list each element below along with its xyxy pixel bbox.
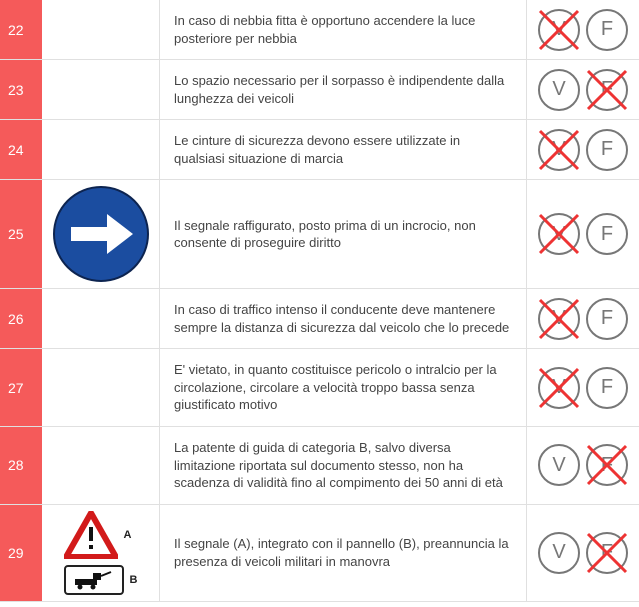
quiz-row: 26 In caso di traffico intenso il conduce… (0, 289, 639, 349)
answers-cell: VF (527, 180, 639, 288)
question-number: 24 (0, 120, 42, 179)
question-text: La patente di guida di categoria B, salv… (160, 427, 527, 504)
answer-f[interactable]: F (586, 9, 628, 51)
sign-danger-triangle-icon (64, 511, 118, 559)
quiz-row: 24 Le cinture di sicurezza devono essere … (0, 120, 639, 180)
sign-cell (42, 427, 160, 504)
answer-circle: F (586, 298, 628, 340)
quiz-row: 29ABIl segnale (A), integrato con il pan… (0, 505, 639, 602)
answers-cell: VF (527, 0, 639, 59)
question-number: 29 (0, 505, 42, 601)
answer-v[interactable]: V (538, 129, 580, 171)
answers-cell: VF (527, 289, 639, 348)
sign-panel-icon (64, 565, 124, 595)
answer-circle: V (538, 532, 580, 574)
question-number: 23 (0, 60, 42, 119)
sign-mandatory-right-icon (53, 186, 149, 282)
sign-cell (42, 0, 160, 59)
answer-circle: F (586, 213, 628, 255)
answer-circle: F (586, 532, 628, 574)
quiz-row: 27 E' vietato, in quanto costituisce peri… (0, 349, 639, 427)
answers-cell: VF (527, 60, 639, 119)
sign-cell (42, 60, 160, 119)
answer-f[interactable]: F (586, 129, 628, 171)
answer-circle: V (538, 69, 580, 111)
answer-circle: V (538, 213, 580, 255)
answer-v[interactable]: V (538, 9, 580, 51)
question-number: 26 (0, 289, 42, 348)
question-number: 28 (0, 427, 42, 504)
answer-f[interactable]: F (586, 444, 628, 486)
answer-circle: F (586, 367, 628, 409)
question-text: Le cinture di sicurezza devono essere ut… (160, 120, 527, 179)
answer-v[interactable]: V (538, 532, 580, 574)
answer-v[interactable]: V (538, 367, 580, 409)
quiz-row: 22 In caso di nebbia fitta è opportuno ac… (0, 0, 639, 60)
question-text: E' vietato, in quanto costituisce perico… (160, 349, 527, 426)
answer-circle: F (586, 444, 628, 486)
answer-circle: V (538, 298, 580, 340)
quiz-row: 28 La patente di guida di categoria B, sa… (0, 427, 639, 505)
answers-cell: VF (527, 505, 639, 601)
question-number: 22 (0, 0, 42, 59)
sign-cell: AB (42, 505, 160, 601)
answer-f[interactable]: F (586, 532, 628, 574)
answer-circle: F (586, 129, 628, 171)
quiz-table: 22 In caso di nebbia fitta è opportuno ac… (0, 0, 639, 602)
answer-f[interactable]: F (586, 69, 628, 111)
answers-cell: VF (527, 427, 639, 504)
answer-v[interactable]: V (538, 213, 580, 255)
answer-v[interactable]: V (538, 444, 580, 486)
quiz-row: 23 Lo spazio necessario per il sorpasso è… (0, 60, 639, 120)
sign-cell (42, 349, 160, 426)
sign-composite: AB (64, 511, 138, 595)
answer-circle: F (586, 9, 628, 51)
sign-label-a: A (124, 529, 132, 541)
answer-f[interactable]: F (586, 367, 628, 409)
question-text: Il segnale (A), integrato con il pannell… (160, 505, 527, 601)
question-text: Il segnale raffigurato, posto prima di u… (160, 180, 527, 288)
question-number: 25 (0, 180, 42, 288)
answer-v[interactable]: V (538, 298, 580, 340)
question-text: Lo spazio necessario per il sorpasso è i… (160, 60, 527, 119)
answer-f[interactable]: F (586, 213, 628, 255)
sign-cell (42, 120, 160, 179)
quiz-row: 25 Il segnale raffigurato, posto prima di… (0, 180, 639, 289)
question-number: 27 (0, 349, 42, 426)
answer-circle: V (538, 129, 580, 171)
answer-circle: V (538, 9, 580, 51)
answers-cell: VF (527, 349, 639, 426)
question-text: In caso di nebbia fitta è opportuno acce… (160, 0, 527, 59)
answer-circle: V (538, 367, 580, 409)
answers-cell: VF (527, 120, 639, 179)
sign-label-b: B (130, 574, 138, 586)
answer-f[interactable]: F (586, 298, 628, 340)
answer-v[interactable]: V (538, 69, 580, 111)
sign-cell (42, 180, 160, 288)
question-text: In caso di traffico intenso il conducent… (160, 289, 527, 348)
sign-cell (42, 289, 160, 348)
answer-circle: V (538, 444, 580, 486)
answer-circle: F (586, 69, 628, 111)
